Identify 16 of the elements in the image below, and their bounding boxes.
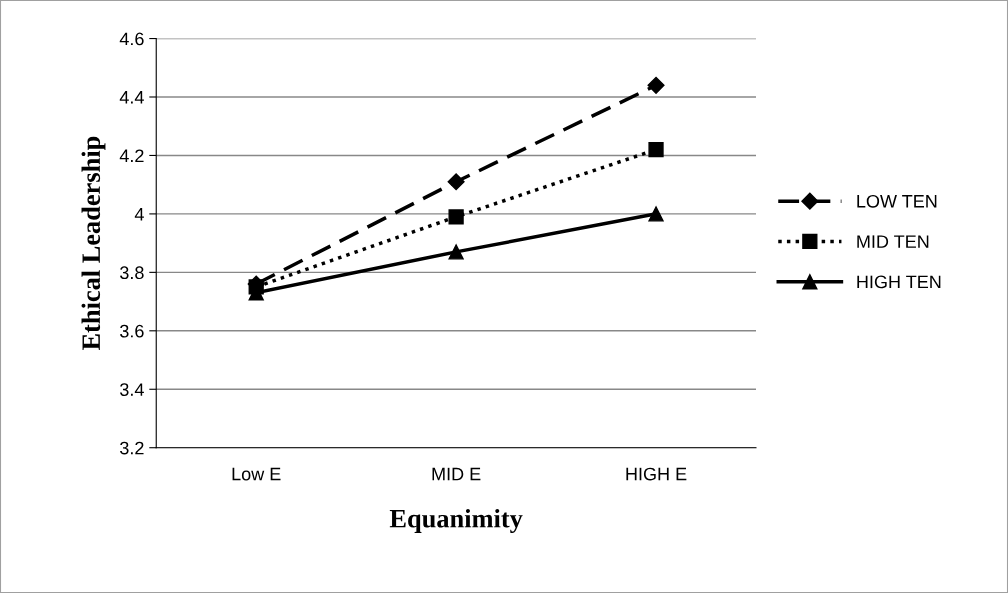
y-tick-label: 3.8 xyxy=(120,266,144,280)
y-tick-label: 4 xyxy=(134,208,144,221)
legend-label: MID TEN xyxy=(857,235,929,248)
y-tick-label: 4.6 xyxy=(119,32,144,46)
y-tick-label: 4.2 xyxy=(119,149,144,162)
x-tick-label: HIGH E xyxy=(626,467,687,481)
legend-label: HIGH TEN xyxy=(857,275,941,289)
y-axis-title: Ethical Leadership xyxy=(81,136,106,351)
y-tick-label: 3.4 xyxy=(120,383,144,396)
x-axis-title: Equanimity xyxy=(389,508,523,533)
legend-label: LOW TEN xyxy=(857,194,937,208)
y-tick-label: 3.6 xyxy=(120,324,144,338)
y-tick-label: 4.4 xyxy=(119,91,144,104)
x-tick-label: Low E xyxy=(232,467,281,481)
y-tick-label: 3.2 xyxy=(120,441,144,455)
x-tick-label: MID E xyxy=(432,467,481,481)
